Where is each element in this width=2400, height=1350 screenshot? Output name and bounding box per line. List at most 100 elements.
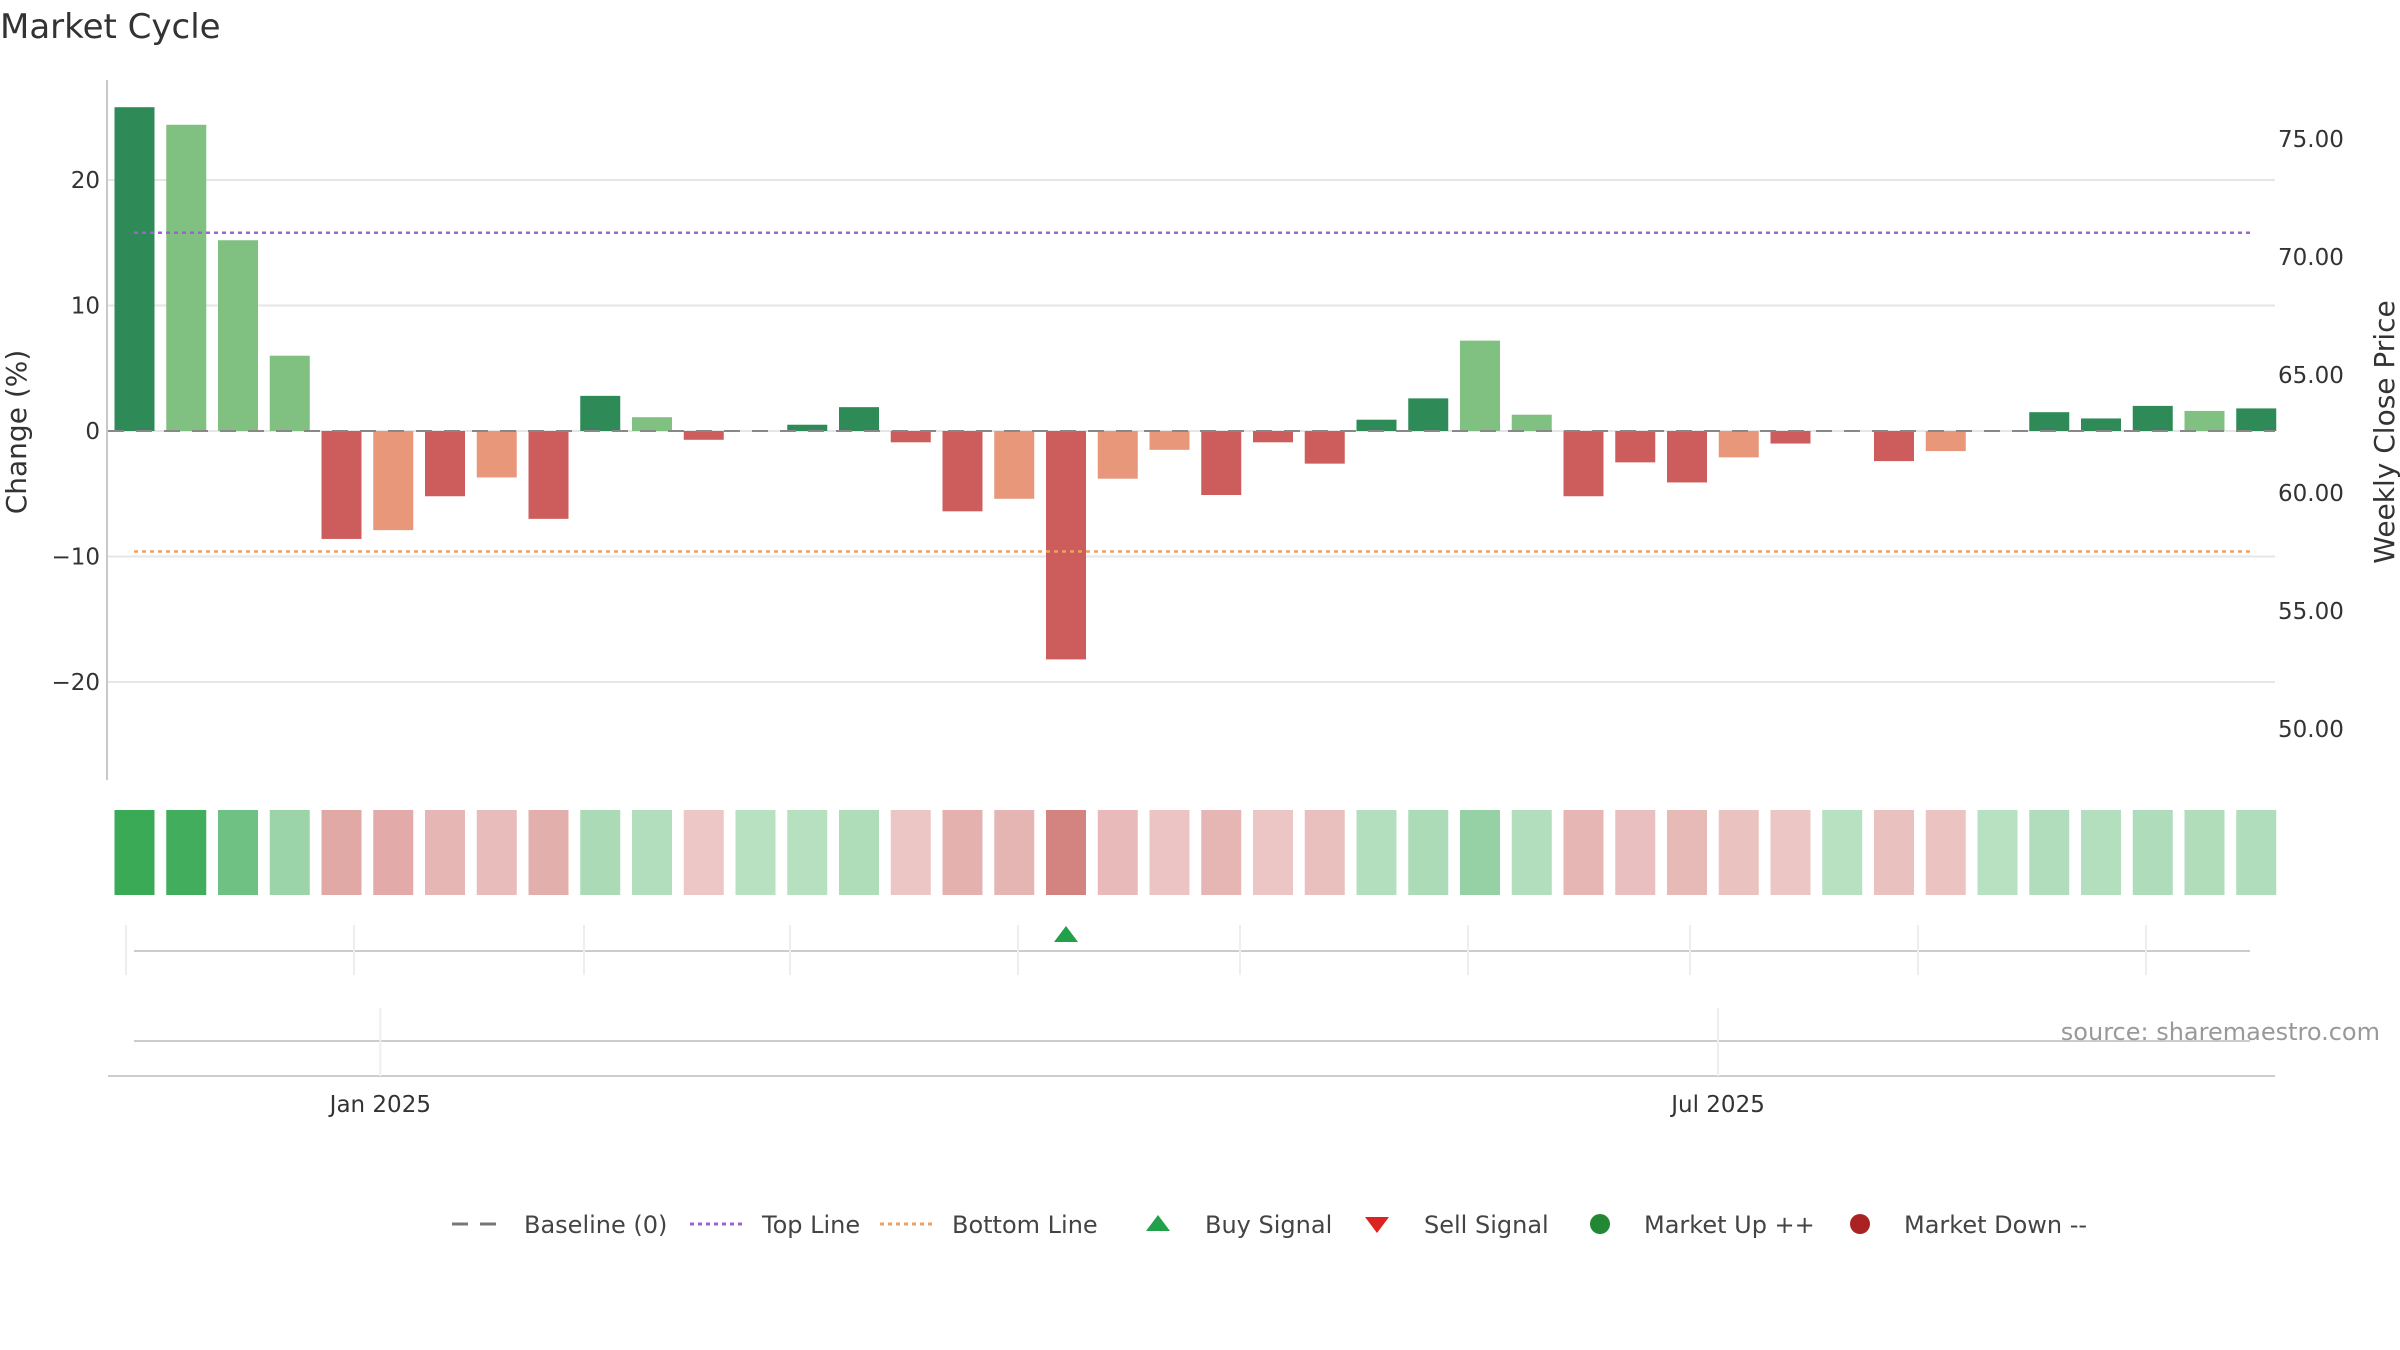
bar	[1253, 431, 1293, 443]
bar	[839, 407, 879, 431]
tick-labels: 20 10 0 −10 −20 75.00 70.00 65.00 60.00 55.00 50.0…	[51, 127, 2343, 1118]
y-axis-right-title: Weekly Close Price	[2368, 300, 2400, 563]
x-tick-label: Jan 2025	[328, 1092, 431, 1118]
bar	[994, 431, 1035, 499]
heat-cell	[735, 810, 776, 895]
bar	[1563, 431, 1604, 497]
x-tick-label: Jul 2025	[1669, 1092, 1765, 1118]
bar	[425, 431, 465, 497]
bar	[218, 240, 258, 431]
y-tick-right-label: 55.00	[2278, 599, 2344, 625]
heat-cell	[1253, 810, 1293, 895]
legend-item: Market Up ++	[1590, 1211, 1815, 1239]
bars	[114, 107, 2277, 660]
source-label: source: sharemaestro.com	[2061, 1018, 2380, 1046]
bar	[476, 431, 517, 478]
bar	[1511, 414, 1552, 431]
bar	[528, 431, 569, 519]
y-tick-left-label: 20	[71, 168, 100, 194]
heat-cell	[1977, 810, 2018, 895]
legend-item: Bottom Line	[880, 1211, 1098, 1239]
buy-signal-marker	[1054, 926, 1078, 942]
heat-cell	[1925, 810, 1966, 895]
legend-circle-marker	[1590, 1214, 1610, 1234]
heat-cell	[1874, 810, 1914, 895]
heat-cell	[839, 810, 879, 895]
bar	[2081, 418, 2121, 431]
bar	[166, 124, 207, 431]
heat-cell	[321, 810, 362, 895]
heat-cell	[1201, 810, 1242, 895]
bar	[321, 431, 362, 539]
bar	[114, 107, 155, 432]
heat-cell	[1667, 810, 1707, 895]
y-tick-right-label: 75.00	[2278, 127, 2344, 153]
bar	[1356, 419, 1397, 431]
heat-cell	[476, 810, 517, 895]
heat-cell	[528, 810, 569, 895]
legend: Baseline (0) Top Line Bottom Line Buy Signa…	[452, 1211, 2087, 1239]
bar	[683, 431, 724, 440]
heat-cell	[2184, 810, 2225, 895]
bar	[942, 431, 983, 512]
signal-panel	[108, 925, 2275, 1077]
bar	[373, 431, 414, 531]
heat-cell	[580, 810, 621, 895]
y-tick-right-label: 60.00	[2278, 481, 2344, 507]
heat-cell	[373, 810, 414, 895]
legend-item: Buy Signal	[1146, 1211, 1332, 1239]
legend-sell-marker	[1365, 1217, 1389, 1233]
y-tick-left-label: 10	[71, 294, 100, 320]
heat-cell	[166, 810, 207, 895]
reference-lines	[108, 231, 2275, 553]
bar	[1304, 431, 1345, 464]
heat-strip	[114, 810, 2277, 895]
y-tick-left-label: −20	[51, 670, 100, 696]
y-axis-left-title: Change (%)	[0, 350, 33, 515]
heat-cell	[1149, 810, 1190, 895]
heat-cell	[683, 810, 724, 895]
y-tick-right-label: 70.00	[2278, 245, 2344, 271]
bar	[2236, 408, 2277, 431]
heat-cell	[1563, 810, 1604, 895]
bar	[1460, 340, 1500, 431]
chart-title: Market Cycle	[0, 7, 221, 47]
heat-cell	[218, 810, 258, 895]
heat-cell	[1460, 810, 1500, 895]
bar	[1770, 431, 1811, 444]
heat-cell	[632, 810, 672, 895]
heat-cell	[994, 810, 1035, 895]
bar	[632, 417, 672, 431]
bar	[1925, 431, 1966, 452]
heat-cell	[269, 810, 310, 895]
legend-circle-marker	[1850, 1214, 1870, 1234]
bar	[1408, 398, 1449, 431]
heat-cell	[1097, 810, 1138, 895]
bar	[1097, 431, 1138, 479]
bar	[580, 395, 621, 431]
heat-cell	[1770, 810, 1811, 895]
heat-cell	[1615, 810, 1656, 895]
y-tick-left-label: −10	[51, 545, 100, 571]
bar	[2132, 405, 2173, 431]
heat-cell	[425, 810, 465, 895]
legend-label: Buy Signal	[1205, 1211, 1332, 1239]
heat-cell	[1046, 810, 1086, 895]
heat-cell	[2236, 810, 2277, 895]
bar	[269, 355, 310, 431]
y-tick-right-label: 50.00	[2278, 717, 2344, 743]
bar	[2029, 412, 2070, 431]
legend-buy-marker	[1146, 1215, 1170, 1231]
heat-cell	[787, 810, 828, 895]
legend-label: Bottom Line	[952, 1211, 1098, 1239]
y-tick-left-label: 0	[85, 419, 100, 445]
legend-item: Sell Signal	[1365, 1211, 1549, 1239]
legend-label: Market Up ++	[1644, 1211, 1815, 1239]
bar	[787, 424, 828, 431]
legend-item: Top Line	[690, 1211, 860, 1239]
bar	[1149, 431, 1190, 450]
heat-cell	[890, 810, 931, 895]
bar	[1201, 431, 1242, 496]
heat-cell	[2029, 810, 2070, 895]
